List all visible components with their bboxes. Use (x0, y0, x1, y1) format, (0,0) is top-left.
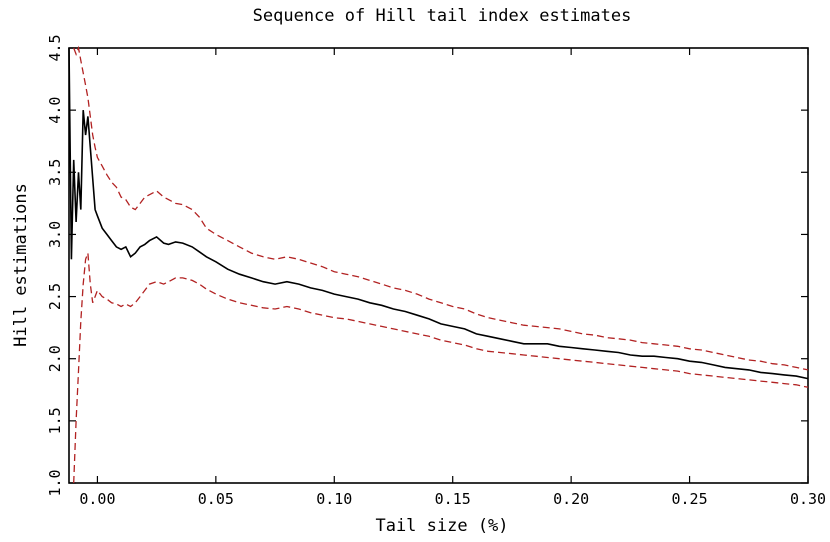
x-tick-label: 0.20 (553, 490, 589, 508)
series-lower-bound (73, 252, 809, 484)
x-tick-label: 0.05 (198, 490, 234, 508)
y-tick-label: 3.0 (46, 221, 64, 248)
x-tick-label: 0.00 (79, 490, 115, 508)
y-tick-label: 4.0 (46, 97, 64, 124)
x-tick-label: 0.10 (316, 490, 352, 508)
y-tick-label: 1.5 (46, 407, 64, 434)
x-axis-label: Tail size (%) (375, 516, 508, 536)
x-tick-label: 0.25 (672, 490, 708, 508)
y-tick-label: 1.0 (46, 469, 64, 496)
y-tick-label: 2.0 (46, 345, 64, 372)
plot-area: 0.00 0.05 0.10 0.15 0.20 0.25 0.30 1.0 1.5 2.0 2.5… (46, 34, 826, 508)
series-estimate (68, 47, 809, 380)
chart-title: Sequence of Hill tail index estimates (253, 6, 632, 26)
plot-frame (68, 47, 809, 484)
series-upper-bound (73, 45, 809, 371)
x-tick-label: 0.30 (790, 490, 826, 508)
y-tick-label: 4.5 (46, 34, 64, 61)
x-tick-label: 0.15 (435, 490, 471, 508)
y-tick-label: 3.5 (46, 159, 64, 186)
y-tick-label: 2.5 (46, 283, 64, 310)
y-axis-label: Hill estimations (11, 183, 31, 347)
